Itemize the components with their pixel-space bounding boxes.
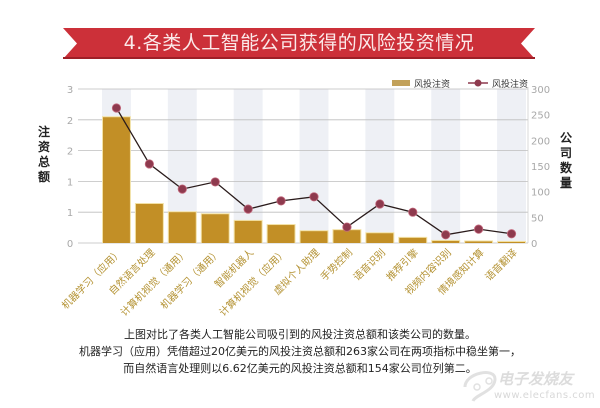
title-ribbon [63, 28, 535, 59]
y-right-axis-title: 量 [560, 176, 572, 190]
x-category-label: 语音翻译 [482, 246, 519, 283]
bar [465, 241, 493, 243]
caption-line-1: 上图对比了各类人工智能公司吸引到的风投注资总额和该类公司的数量。 [124, 328, 476, 341]
line-marker [144, 159, 154, 169]
legend-bar-swatch-icon [392, 80, 410, 86]
watermark-logo-icon [463, 371, 497, 402]
x-category-label: 机器学习（通用） [158, 246, 224, 312]
column-band [497, 89, 526, 243]
y-left-tick-label: 2 [67, 147, 73, 158]
line-marker [111, 103, 122, 113]
line-marker [210, 177, 220, 187]
y-left-axis-title: 注 [38, 124, 50, 139]
bar [498, 241, 525, 243]
line-marker [342, 222, 352, 232]
bar [234, 220, 262, 243]
caption-line-2: 机器学习（应用）凭借超过20亿美元的风投注资总额和263家公司在两项指标中稳坐第… [79, 345, 521, 358]
y-right-tick-label: 50 [531, 213, 544, 224]
x-category-label: 机器学习（应用） [59, 246, 125, 312]
bar [201, 214, 229, 243]
x-category-label: 手势控制 [318, 246, 355, 283]
caption-line-3: 而自然语言处理则以6.62亿美元的风投注资总额和154家公司位列第二。 [123, 362, 477, 375]
y-left-tick-label: 1 [67, 177, 73, 188]
line-marker [474, 224, 484, 234]
column-band [299, 89, 329, 243]
bar [135, 203, 163, 243]
line-marker [243, 204, 253, 214]
y-right-tick-label: 0 [531, 239, 537, 250]
watermark-brand: 电子发烧友 [498, 370, 574, 388]
y-left-axis-title: 资 [38, 139, 50, 154]
y-right-tick-label: 100 [531, 188, 550, 199]
y-left-tick-label: 0 [67, 239, 73, 250]
column-band [233, 89, 263, 243]
line-marker [276, 196, 286, 206]
y-left-tick-label: 3 [67, 85, 73, 96]
bar [432, 240, 460, 243]
y-left-axis-title: 总 [38, 154, 50, 169]
legend-marker-icon [474, 79, 482, 87]
y-right-axis-title: 数 [560, 160, 573, 175]
y-right-tick-label: 200 [531, 136, 550, 147]
bar [399, 237, 427, 243]
bar [103, 117, 130, 243]
y-right-axis-title: 公 [560, 131, 572, 145]
y-right-tick-label: 300 [531, 85, 550, 96]
y-left-axis-title: 额 [38, 169, 50, 184]
bar [267, 225, 295, 243]
bar [366, 233, 394, 243]
y-left-tick-label: 2 [67, 116, 73, 127]
y-right-tick-label: 150 [531, 162, 550, 173]
column-band [431, 89, 461, 243]
line-marker [408, 207, 418, 217]
watermark-url: www.elecfans.com [494, 390, 596, 401]
line-marker [506, 229, 517, 239]
y-right-axis-title: 司 [560, 146, 572, 160]
column-band [365, 89, 395, 243]
bar [333, 230, 361, 243]
legend-line-label: 风投注资 [492, 78, 528, 90]
chart-title: 4.各类人工智能公司获得的风险投资情况 [123, 32, 475, 54]
bar [168, 212, 196, 243]
line-marker [177, 184, 187, 194]
line-marker [309, 192, 319, 202]
line-marker [441, 230, 451, 240]
line-marker [375, 199, 385, 209]
y-left-tick-label: 1 [67, 208, 73, 219]
legend-bar-label: 风投注资 [414, 78, 450, 90]
bar [300, 231, 328, 243]
y-right-tick-label: 250 [531, 111, 550, 122]
x-category-label: 语音识别 [350, 246, 387, 283]
